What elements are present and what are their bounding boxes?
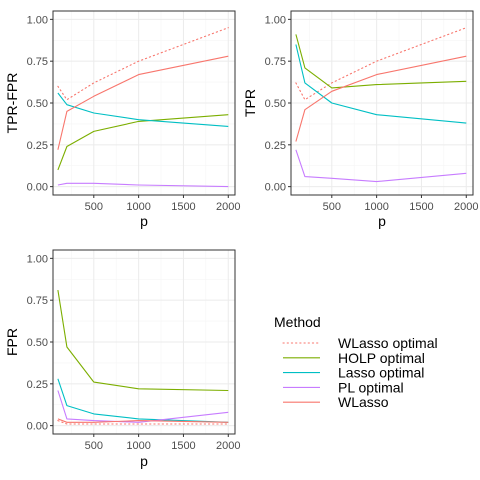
legend-item: WLasso — [283, 394, 389, 410]
legend-label: WLasso — [338, 394, 389, 410]
data-lines — [57, 27, 229, 188]
panel-tpr-fpr: 0.00 0.25 0.50 0.75 1.00 500 1000 1500 2000 p T… — [4, 10, 241, 229]
series-line-wlasso-optimal — [295, 27, 467, 101]
series-line-pl-optimal — [295, 149, 467, 183]
x-tick-label: 2000 — [216, 440, 240, 452]
x-axis-title: p — [140, 453, 148, 469]
y-tick-label: 0.00 — [27, 182, 48, 194]
panel-fpr: 0.00 0.25 0.50 0.75 1.00 500 1000 1500 2000 p F… — [4, 249, 241, 469]
series-line-holp-optimal — [57, 114, 229, 171]
legend-label: WLasso optimal — [338, 335, 438, 351]
y-tick-label: 0.25 — [27, 140, 48, 152]
x-tick-label: 500 — [85, 201, 103, 213]
y-tick-label: 0.00 — [265, 182, 286, 194]
series-line-lasso-optimal — [57, 92, 229, 127]
data-lines — [57, 290, 229, 425]
y-tick-label: 0.75 — [27, 56, 48, 68]
x-tick-label: 1500 — [171, 201, 195, 213]
x-axis-title: p — [140, 213, 148, 229]
y-axis-title: TPR — [242, 89, 258, 117]
y-tick-label: 0.50 — [27, 98, 48, 110]
series-line-holp-optimal — [295, 34, 467, 89]
y-axis-title: TPR-FPR — [4, 73, 20, 134]
grid-lines — [53, 11, 235, 195]
x-tick-label: 1500 — [409, 201, 433, 213]
legend-item: HOLP optimal — [283, 350, 425, 366]
y-tick-label: 1.00 — [27, 253, 48, 265]
series-line-wlasso — [57, 55, 229, 150]
x-tick-label: 1000 — [364, 201, 388, 213]
series-line-holp-optimal — [57, 290, 229, 392]
y-tick-label: 0.25 — [27, 379, 48, 391]
y-tick-label: 0.50 — [27, 337, 48, 349]
legend-item: WLasso optimal — [282, 335, 438, 351]
grid-lines — [53, 250, 235, 434]
series-line-pl-optimal — [57, 182, 229, 188]
y-tick-labels: 0.00 0.25 0.50 0.75 1.00 — [27, 14, 53, 194]
y-tick-labels: 0.00 0.25 0.50 0.75 1.00 — [27, 253, 53, 433]
series-line-lasso-optimal — [57, 378, 229, 423]
x-tick-labels: 500 1000 1500 2000 — [85, 195, 241, 213]
series-line-wlasso-optimal — [57, 27, 229, 101]
grid-lines — [291, 11, 473, 195]
y-tick-label: 0.25 — [265, 140, 286, 152]
series-line-pl-optimal — [57, 390, 229, 423]
series-line-wlasso — [57, 418, 229, 423]
legend-title: Method — [274, 314, 321, 330]
x-tick-label: 2000 — [216, 201, 240, 213]
x-tick-label: 1500 — [171, 440, 195, 452]
x-axis-title: p — [378, 213, 386, 229]
x-tick-labels: 500 1000 1500 2000 — [323, 195, 479, 213]
x-tick-label: 500 — [323, 201, 341, 213]
legend-item: PL optimal — [283, 379, 404, 395]
legend-label: HOLP optimal — [338, 350, 425, 366]
x-tick-labels: 500 1000 1500 2000 — [85, 434, 241, 452]
y-axis-title: FPR — [4, 328, 20, 356]
y-tick-label: 0.75 — [265, 56, 286, 68]
legend-label: Lasso optimal — [338, 365, 424, 381]
series-line-wlasso — [295, 55, 467, 142]
data-lines — [295, 27, 467, 183]
y-tick-label: 0.50 — [265, 98, 286, 110]
y-tick-label: 1.00 — [265, 14, 286, 26]
x-tick-label: 1000 — [126, 201, 150, 213]
y-tick-label: 1.00 — [27, 14, 48, 26]
legend-item: Lasso optimal — [283, 365, 424, 381]
y-tick-label: 0.00 — [27, 421, 48, 433]
x-tick-label: 2000 — [454, 201, 478, 213]
y-tick-label: 0.75 — [27, 295, 48, 307]
series-line-lasso-optimal — [295, 44, 467, 124]
panel-tpr: 0.00 0.25 0.50 0.75 1.00 500 1000 1500 2000 p T… — [242, 10, 479, 229]
legend-label: PL optimal — [338, 379, 404, 395]
y-tick-labels: 0.00 0.25 0.50 0.75 1.00 — [265, 14, 291, 194]
x-tick-label: 1000 — [126, 440, 150, 452]
x-tick-label: 500 — [85, 440, 103, 452]
